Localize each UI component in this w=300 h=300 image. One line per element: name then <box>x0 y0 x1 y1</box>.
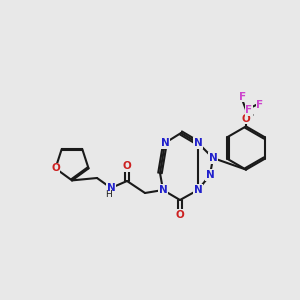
Text: N: N <box>160 138 169 148</box>
Text: H: H <box>105 190 112 199</box>
Text: O: O <box>176 210 184 220</box>
Text: F: F <box>245 105 253 115</box>
Text: O: O <box>123 161 131 171</box>
Text: N: N <box>106 183 116 193</box>
Text: O: O <box>242 114 250 124</box>
Text: N: N <box>194 185 202 195</box>
Text: N: N <box>194 138 202 148</box>
Text: F: F <box>256 100 264 110</box>
Text: F: F <box>239 92 247 102</box>
Text: N: N <box>206 170 214 180</box>
Text: O: O <box>51 164 60 173</box>
Text: N: N <box>159 185 167 195</box>
Text: N: N <box>208 153 217 163</box>
